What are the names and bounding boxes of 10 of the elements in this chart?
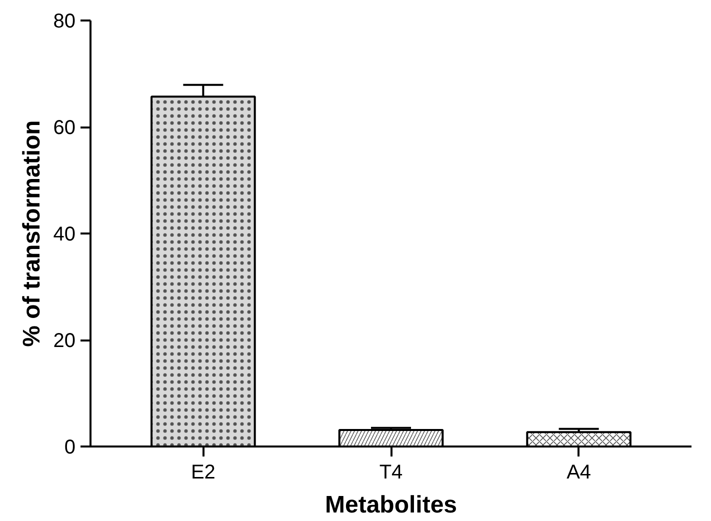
x-tick-label: E2 xyxy=(190,462,216,484)
y-tick-label: 20 xyxy=(53,330,76,352)
y-tick-label: 0 xyxy=(64,436,76,458)
x-tick-label: A4 xyxy=(566,462,592,484)
y-axis-title: % of transformation xyxy=(18,120,46,347)
x-axis-title: Metabolites xyxy=(324,492,458,518)
y-tick-label: 80 xyxy=(53,10,76,32)
y-tick-label: 40 xyxy=(53,224,76,246)
x-tick-label: T4 xyxy=(379,462,403,484)
y-tick-label: 60 xyxy=(53,117,76,139)
